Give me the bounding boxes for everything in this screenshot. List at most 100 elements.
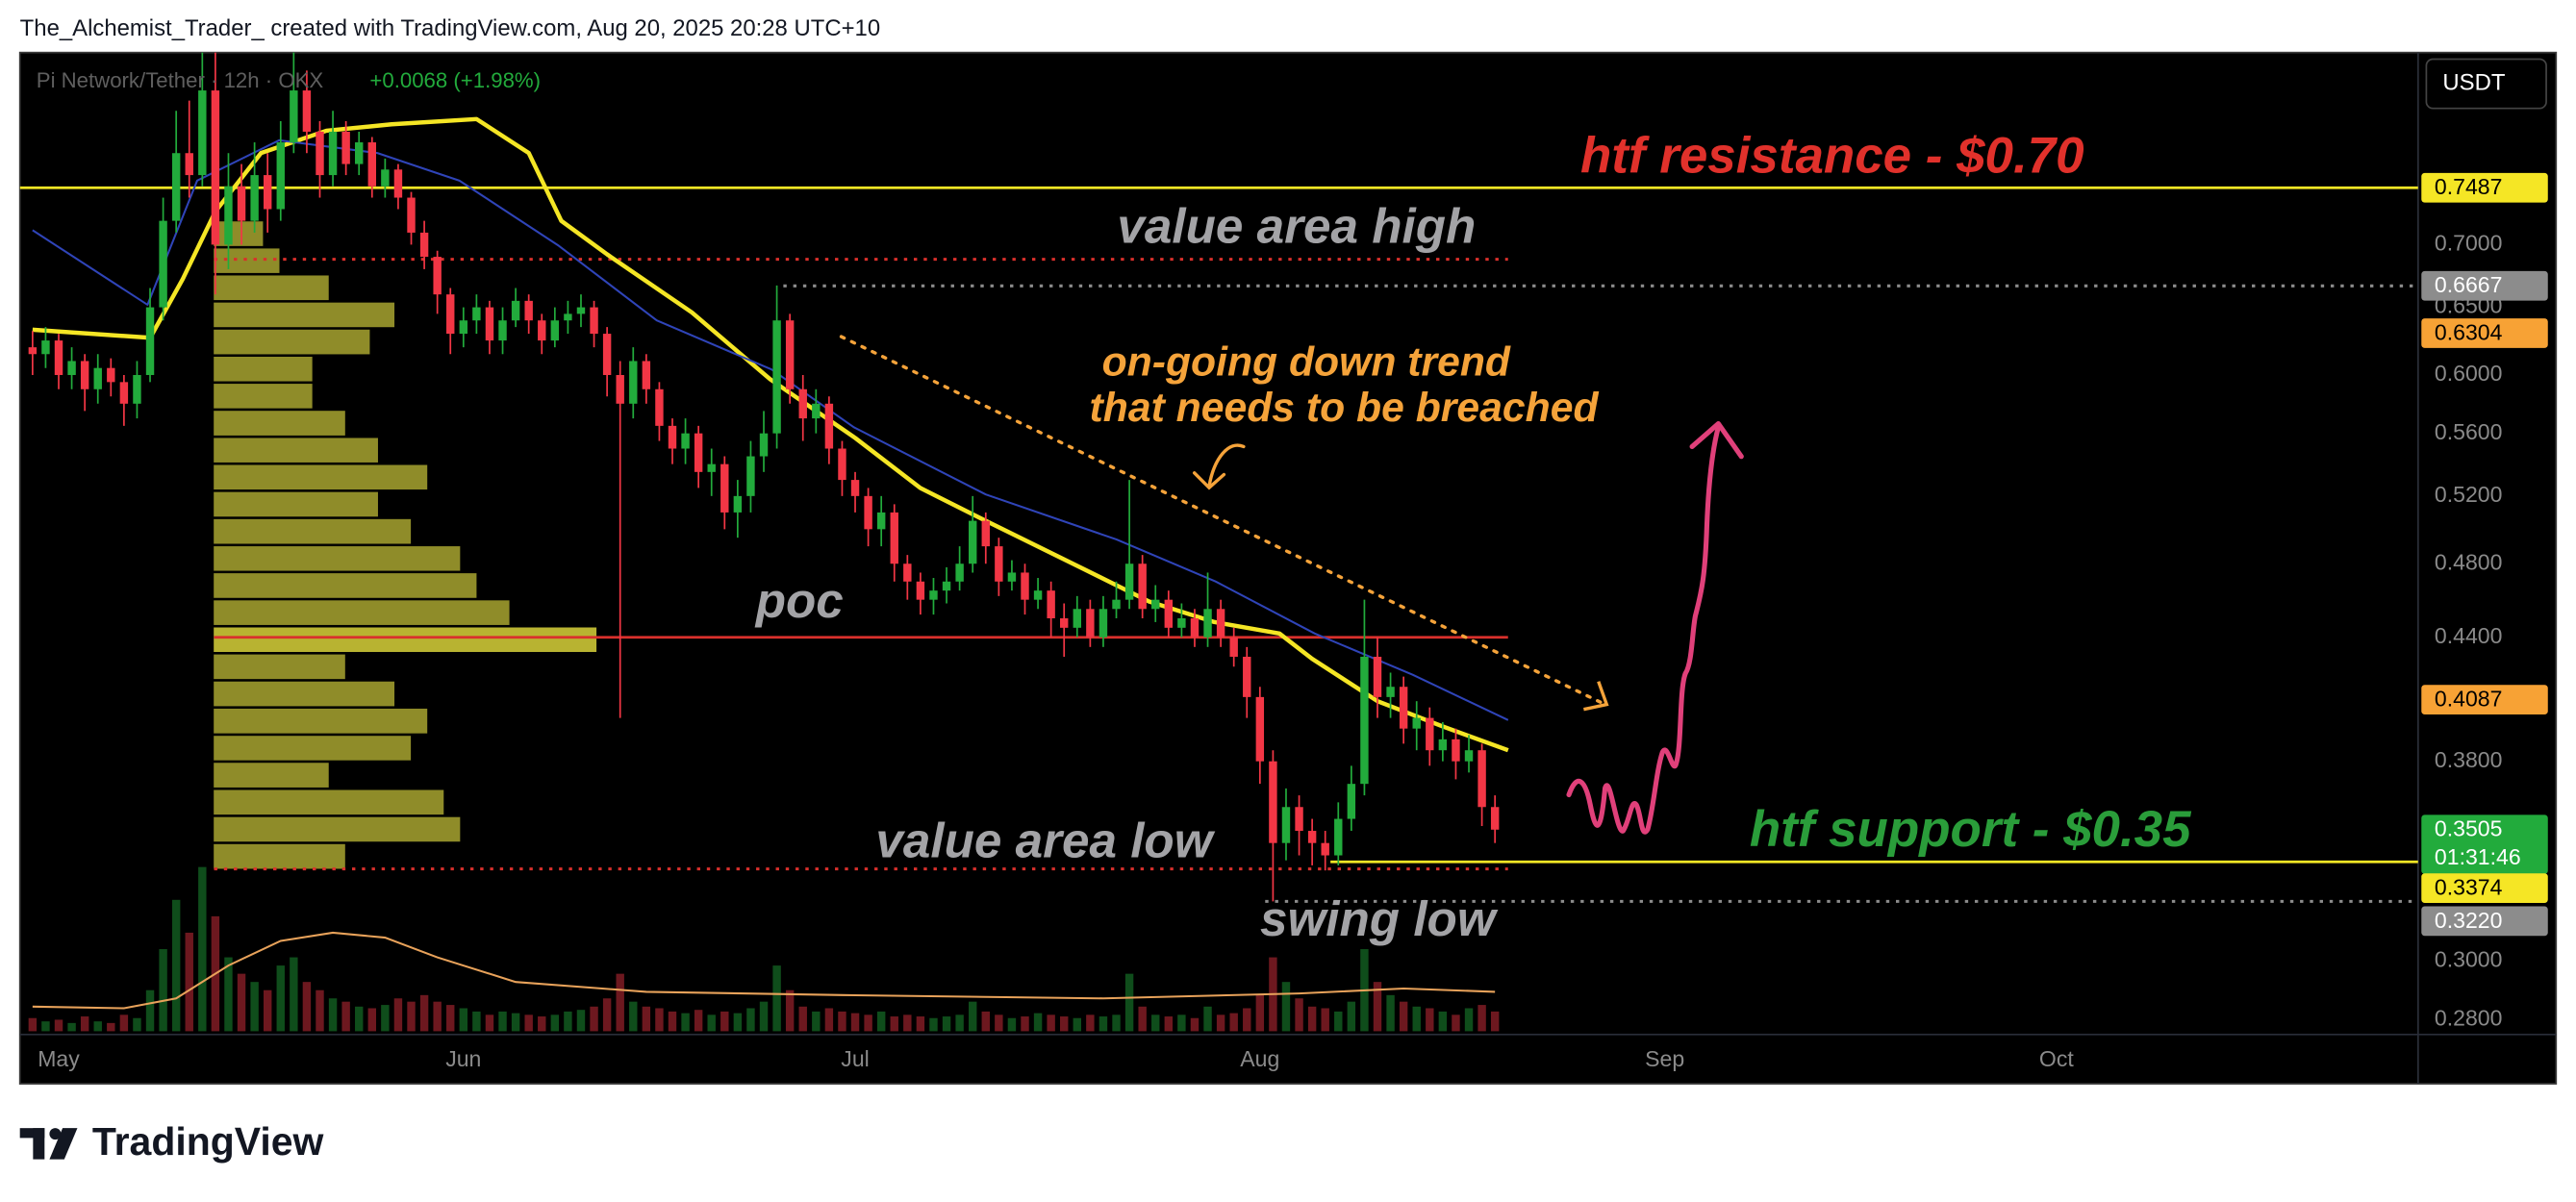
candle-body xyxy=(498,320,507,341)
volume-bar xyxy=(1373,982,1382,1032)
swing-low-note: swing low xyxy=(1260,891,1499,946)
volume-bar xyxy=(419,994,429,1032)
candle-body xyxy=(538,320,546,341)
volume-bar xyxy=(903,1014,912,1032)
support-note: htf support - $0.35 xyxy=(1750,801,2192,858)
volume-bar xyxy=(381,1005,390,1032)
candle-body xyxy=(850,480,860,496)
moving-average xyxy=(32,138,1509,721)
candle-body xyxy=(824,403,834,449)
volume-bar xyxy=(550,1014,560,1032)
volume-bar xyxy=(237,973,246,1032)
volume-bar xyxy=(968,1001,977,1032)
price-badge xyxy=(2421,814,2548,874)
candle-body xyxy=(1399,687,1408,729)
poc-note: poc xyxy=(754,573,844,628)
volume-bar xyxy=(1190,1017,1200,1032)
volume-bar xyxy=(316,989,324,1032)
y-tick-label: 0.5200 xyxy=(2435,482,2503,507)
volume-bar xyxy=(1216,1014,1225,1032)
candle-body xyxy=(459,320,468,335)
volume-bar xyxy=(276,965,285,1032)
volume-profile-bar xyxy=(214,736,412,761)
volume-bar xyxy=(995,1014,1003,1032)
candle-body xyxy=(1452,739,1460,762)
candle-body xyxy=(54,340,63,375)
volume-profile-bar xyxy=(214,789,444,815)
price-badge xyxy=(2421,172,2548,203)
candle-body xyxy=(1151,599,1160,610)
volume-bar xyxy=(1281,982,1291,1032)
candle-body xyxy=(720,463,729,513)
volume-bar xyxy=(28,1017,38,1032)
candle-body xyxy=(28,347,38,355)
candle-body xyxy=(981,520,990,547)
candle-body xyxy=(524,300,533,321)
projection-arrowhead xyxy=(1689,421,1744,460)
volume-profile-bar xyxy=(214,411,345,436)
price-countdown: 01:31:46 xyxy=(2435,844,2521,869)
candle-body xyxy=(550,320,560,341)
candle-body xyxy=(1412,717,1421,729)
candle-body xyxy=(41,340,50,355)
volume-bar xyxy=(80,1016,89,1032)
currency-button-box[interactable] xyxy=(2425,58,2547,110)
candle-body xyxy=(1269,761,1277,843)
trend-arrowhead xyxy=(1583,681,1609,712)
candle-body xyxy=(472,307,481,321)
volume-bar xyxy=(707,1014,716,1032)
volume-bar xyxy=(838,1011,846,1032)
price-badge xyxy=(2421,906,2548,937)
volume-bar xyxy=(93,1021,102,1032)
candle-body xyxy=(616,374,624,404)
candle-body xyxy=(145,307,155,375)
volume-bar xyxy=(185,932,193,1032)
candle-body xyxy=(485,307,494,341)
logo-part xyxy=(33,1128,45,1160)
candle-body xyxy=(1255,696,1265,762)
curved-arrow xyxy=(1192,443,1246,490)
volume-profile-bar xyxy=(214,356,313,382)
volume-bar xyxy=(1138,1006,1147,1032)
volume-bar xyxy=(159,949,167,1032)
volume-profile-bar xyxy=(214,600,510,625)
volume-bar xyxy=(54,1019,63,1032)
candle-body xyxy=(1347,784,1356,819)
candle-body xyxy=(1243,656,1251,697)
currency-button-label[interactable]: USDT xyxy=(2442,69,2505,95)
candle-body xyxy=(250,175,259,221)
candle-body xyxy=(1124,563,1134,600)
y-tick-label: 0.3000 xyxy=(2435,947,2503,972)
volume-profile-bar xyxy=(214,384,313,409)
candle-body xyxy=(302,90,312,132)
volume-bar xyxy=(446,1005,455,1032)
volume-bar xyxy=(576,1010,586,1032)
volume-profile-bar xyxy=(214,654,345,680)
volume-bar xyxy=(864,1014,872,1032)
volume-bar xyxy=(876,1011,886,1032)
candle-body xyxy=(1373,656,1382,697)
volume-bar xyxy=(355,1006,364,1032)
volume-bar xyxy=(302,982,312,1032)
currency-button[interactable]: USDT xyxy=(2425,58,2547,110)
volume-bar xyxy=(1399,1001,1408,1032)
candle-body xyxy=(629,361,638,404)
candle-body xyxy=(746,456,755,496)
volume-profile-bar xyxy=(214,546,461,571)
volume-bar xyxy=(812,1011,821,1032)
candle-body xyxy=(1047,590,1055,619)
volume-bar xyxy=(1490,1011,1500,1032)
volume-bar xyxy=(1060,1016,1069,1032)
volume-bar xyxy=(328,998,338,1032)
candle-body xyxy=(1229,637,1238,657)
volume-bar xyxy=(1007,1017,1017,1032)
volume-bar xyxy=(772,965,781,1032)
volume-bar xyxy=(1464,1008,1474,1032)
volume-profile-bar xyxy=(214,708,428,734)
volume-profile-bar xyxy=(214,763,329,788)
volume-bar xyxy=(746,1008,755,1032)
brand-name: TradingView xyxy=(92,1119,324,1164)
candle-body xyxy=(1360,656,1369,785)
candle-body xyxy=(511,300,520,321)
x-tick-label: Sep xyxy=(1645,1046,1684,1071)
